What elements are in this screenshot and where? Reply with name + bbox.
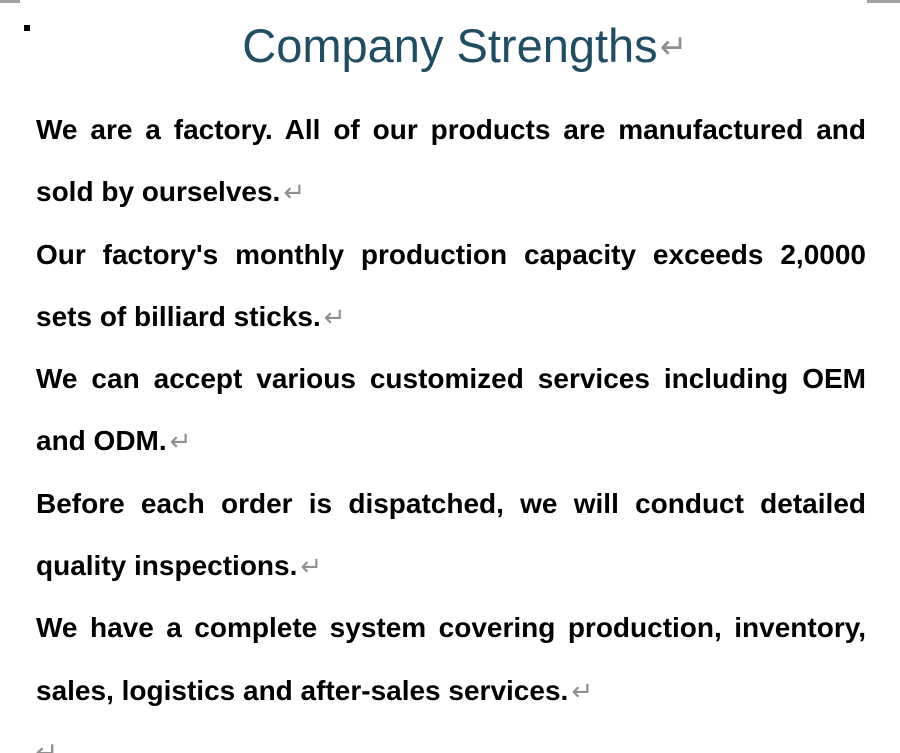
- return-mark-icon: ↵: [283, 178, 306, 209]
- return-mark-icon: ↵: [300, 552, 323, 583]
- document-title-row: Company Strengths↵: [0, 18, 900, 79]
- return-mark-icon: ↵: [35, 736, 59, 753]
- text-line: Our factory's monthly production capacit…: [36, 238, 866, 270]
- text-line: We are a factory. All of our products ar…: [36, 114, 866, 145]
- text-line: sets of billiard sticks. ↵: [36, 286, 866, 348]
- return-mark-icon: ↵: [571, 676, 594, 707]
- text-line-content: sets of billiard sticks.: [36, 300, 321, 332]
- text-line: and ODM. ↵: [36, 410, 866, 472]
- text-line: We can accept various customized service…: [36, 363, 866, 395]
- text-line: sold by ourselves. ↵: [36, 161, 866, 223]
- top-edge-fragment-left: [0, 0, 20, 3]
- text-line-content: and ODM.: [36, 425, 167, 457]
- text-line-content: quality inspections.: [36, 550, 298, 582]
- text-line: We have a complete system covering produ…: [36, 612, 866, 644]
- return-mark-icon: ↵: [169, 427, 192, 458]
- text-line-content: sold by ourselves.: [36, 176, 281, 208]
- text-line: Before each order is dispatched, we will…: [36, 487, 866, 519]
- document-body: We are a factory. All of our products ar…: [36, 99, 866, 722]
- return-mark-icon: ↵: [659, 27, 688, 66]
- text-line: quality inspections. ↵: [36, 535, 866, 597]
- text-line: sales, logistics and after-sales service…: [36, 660, 866, 722]
- anchor-marker-icon: [24, 25, 30, 31]
- page-title: Company Strengths: [242, 19, 658, 72]
- top-edge-fragment-right: [867, 0, 900, 3]
- text-line-content: sales, logistics and after-sales service…: [36, 674, 569, 706]
- return-mark-icon: ↵: [323, 302, 346, 333]
